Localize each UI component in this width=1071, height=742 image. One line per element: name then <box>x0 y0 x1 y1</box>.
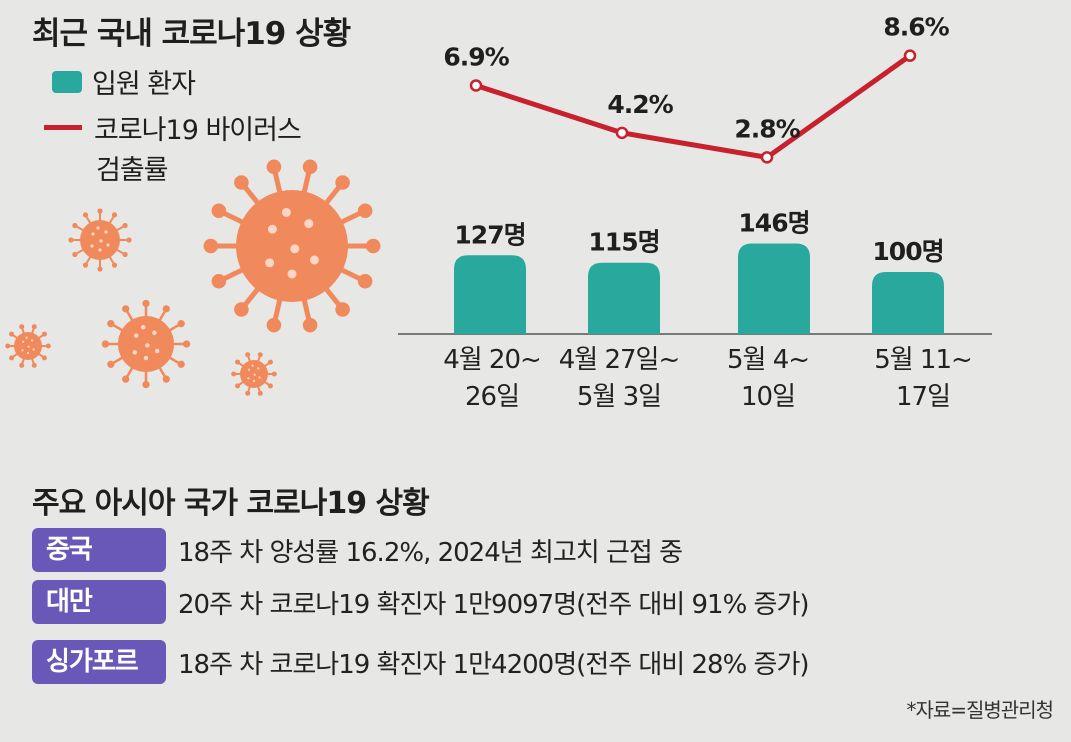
virus-icon <box>231 352 277 396</box>
virus-illustrations <box>5 159 381 396</box>
asia-row-text: 18주 차 코로나19 확진자 1만4200명(전주 대비 28% 증가) <box>178 649 810 680</box>
asia-row-text: 20주 차 코로나19 확진자 1만9097명(전주 대비 91% 증가) <box>178 589 810 620</box>
source-note: *자료=질병관리청 <box>906 698 1054 722</box>
bar-2 <box>738 243 810 334</box>
country-badge: 대만 <box>32 580 166 624</box>
rate-point-3 <box>903 49 917 62</box>
asia-row-singapore: 싱가포르 18주 차 코로나19 확진자 1만4200명(전주 대비 28% 증… <box>32 640 810 684</box>
virus-icon <box>68 208 132 272</box>
category-label: 5월 11~ 17일 <box>874 345 972 412</box>
virus-icon <box>5 324 51 368</box>
rate-point-2 <box>760 151 774 164</box>
chart-title: 최근 국내 코로나19 상황 <box>32 16 351 52</box>
rate-value-label: 2.8% <box>734 114 800 143</box>
virus-icon <box>203 159 381 333</box>
bar-value-label: 146명 <box>738 208 809 237</box>
asia-row-china: 중국 18주 차 양성률 16.2%, 2024년 최고치 근접 중 <box>32 528 683 572</box>
rate-value-label: 6.9% <box>443 42 509 71</box>
rate-value-label: 8.6% <box>883 13 949 42</box>
bar-value-label: 127명 <box>454 220 525 249</box>
legend-item-line: 코로나19 바이러스 <box>44 108 302 147</box>
country-badge: 싱가포르 <box>32 640 166 684</box>
legend-bar-label: 입원 환자 <box>92 69 196 100</box>
asia-row-taiwan: 대만 20주 차 코로나19 확진자 1만9097명(전주 대비 91% 증가) <box>32 580 810 624</box>
bar-1 <box>588 262 660 334</box>
asia-row-text: 18주 차 양성률 16.2%, 2024년 최고치 근접 중 <box>178 537 683 568</box>
legend-line-label-2: 검출률 <box>96 155 169 186</box>
legend-line-swatch <box>44 125 82 130</box>
bar-value-label: 100명 <box>872 237 943 266</box>
virus-icon <box>101 299 191 389</box>
legend-line-label: 코로나19 바이러스 <box>94 115 302 146</box>
bar-value-label: 115명 <box>588 228 659 257</box>
legend-bar-swatch <box>52 70 82 93</box>
bar-0 <box>454 255 526 334</box>
rate-point-1 <box>615 126 629 140</box>
bar-3 <box>872 272 944 334</box>
asia-section-title: 주요 아시아 국가 코로나19 상황 <box>32 486 430 521</box>
category-label: 4월 27일~ 5월 3일 <box>559 345 680 412</box>
category-label: 4월 20~ 26일 <box>443 345 541 412</box>
country-badge: 중국 <box>32 528 166 572</box>
legend-item-bar: 입원 환자 <box>52 62 196 101</box>
rate-value-label: 4.2% <box>607 90 673 119</box>
rate-point-0 <box>469 79 483 92</box>
rate-line <box>475 53 912 160</box>
chart-area: 127명 115명 146명 100명 6.9% 4.2% 2.8% 8.6% 4월 20~… <box>5 13 992 412</box>
category-label: 5월 4~ 10일 <box>727 345 809 412</box>
